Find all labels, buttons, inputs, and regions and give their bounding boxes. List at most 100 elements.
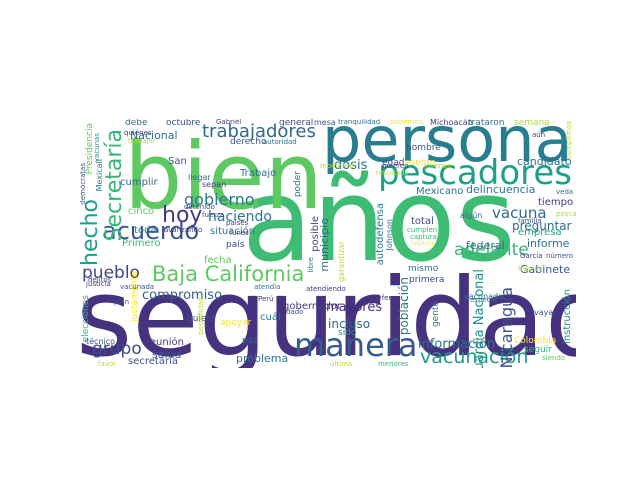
- word: cinco: [128, 206, 155, 217]
- word: vacunas: [93, 133, 101, 163]
- word: autoridad: [263, 138, 297, 146]
- word: última: [330, 360, 353, 368]
- word: pesca: [556, 210, 576, 218]
- word: secretaría: [128, 356, 178, 367]
- word: cumplen: [407, 226, 438, 234]
- word: Mexicano: [416, 186, 464, 197]
- word: vacuna: [492, 204, 547, 222]
- word: lunes: [230, 229, 249, 237]
- word: países: [226, 219, 249, 227]
- word: cumplir: [120, 177, 158, 188]
- word: vacunado: [464, 292, 504, 301]
- word: mayores: [326, 300, 383, 315]
- word: mesa: [314, 119, 336, 127]
- word: delincuencia: [466, 183, 536, 196]
- word: poder: [293, 171, 303, 198]
- word: vaya: [534, 308, 554, 317]
- word: Primero: [122, 238, 161, 249]
- word: años: [242, 154, 516, 288]
- word: Trabajo: [240, 168, 277, 179]
- word: federal: [466, 239, 505, 252]
- word: país: [226, 240, 245, 250]
- word: cumplimos: [565, 121, 573, 160]
- word: atendiendo: [306, 285, 346, 293]
- word: trabajar: [128, 137, 156, 145]
- word: fecha: [204, 255, 232, 266]
- word: candidato: [517, 155, 572, 168]
- word: Nacional: [130, 129, 178, 142]
- word-cloud: años seguridad bien persona pescadores m…: [80, 119, 576, 368]
- word: instrucción: [562, 289, 573, 344]
- word: llegar: [188, 173, 211, 182]
- word: debe: [125, 119, 148, 128]
- word: gobernador: [283, 301, 341, 312]
- word: problema: [236, 352, 289, 365]
- word: quiénes: [124, 129, 152, 137]
- word: Michoacán: [430, 119, 473, 127]
- word: quieren: [382, 162, 409, 170]
- word: posible: [310, 216, 321, 252]
- word: dosis: [334, 158, 368, 173]
- word: fuerza: [202, 211, 225, 219]
- word: edad: [382, 158, 405, 168]
- word: detenido: [184, 203, 215, 211]
- word: grupo: [92, 339, 142, 359]
- word: número: [546, 252, 574, 260]
- word: libre: [307, 257, 315, 273]
- word: toda: [134, 225, 157, 236]
- word: asunto: [405, 158, 436, 168]
- word: vacunación: [420, 346, 529, 368]
- word: siendo: [542, 354, 566, 362]
- word: delitos: [88, 276, 112, 284]
- word: especie: [470, 296, 497, 304]
- word: trabajadores: [202, 121, 316, 142]
- word: resultado: [376, 169, 409, 177]
- word: vacunada: [120, 283, 155, 291]
- word: captura: [410, 233, 437, 241]
- word: Gabriel: [216, 119, 242, 126]
- word: plan: [114, 298, 130, 306]
- word: situación: [210, 226, 256, 237]
- word: fiscalía: [518, 265, 543, 273]
- word: hecho: [80, 199, 103, 266]
- word: seguridad: [80, 256, 576, 369]
- word: favor: [98, 360, 117, 368]
- word: técnico: [86, 337, 116, 346]
- word: podemos: [390, 119, 423, 126]
- word: incluso: [328, 317, 371, 331]
- word: paz: [242, 336, 258, 346]
- word: compromiso: [142, 288, 223, 303]
- word: demócratas: [80, 163, 87, 205]
- word: Mexicali: [95, 159, 104, 192]
- word: justicia: [86, 280, 111, 288]
- word: trataron: [468, 119, 505, 128]
- word: pueblo: [82, 263, 140, 283]
- word: momento: [320, 162, 354, 170]
- word: apoyar: [220, 318, 252, 328]
- word: tiempo: [538, 197, 574, 208]
- word: elecciones: [81, 295, 91, 343]
- word: Baja California: [152, 262, 305, 286]
- word: avanzando: [164, 226, 203, 234]
- word: veda: [556, 188, 574, 196]
- word: justamente: [130, 271, 140, 323]
- word: salud: [152, 348, 182, 361]
- word: información: [418, 337, 496, 352]
- word: empresa: [518, 227, 562, 238]
- word: octubre: [166, 119, 201, 128]
- word: Guardia Nacional: [472, 269, 487, 368]
- word: semana: [514, 119, 550, 128]
- word: dado: [286, 308, 304, 316]
- word: Colombia: [514, 336, 557, 346]
- word: total: [411, 216, 434, 227]
- word: familia: [518, 217, 542, 225]
- word: población: [397, 277, 411, 336]
- word: persona: [322, 119, 573, 176]
- word: Johnson: [385, 219, 394, 251]
- word: garantizar: [337, 241, 346, 282]
- word: reunión: [146, 337, 184, 348]
- word: millón: [412, 240, 434, 248]
- word: pescadores: [378, 153, 572, 193]
- word: sido: [338, 328, 357, 338]
